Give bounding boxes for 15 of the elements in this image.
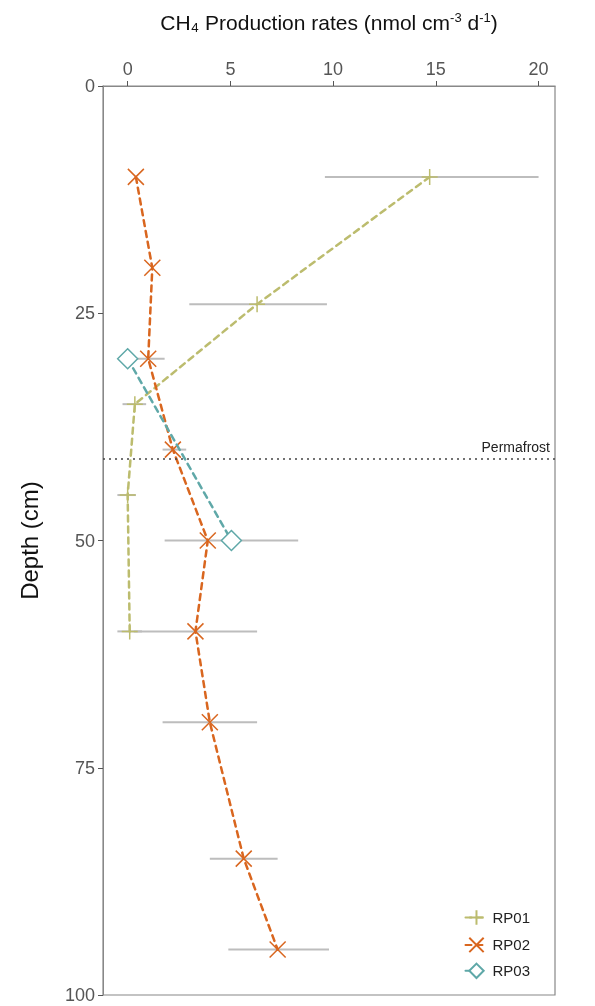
- legend-label: RP01: [492, 909, 531, 926]
- x-tick-label: 5: [225, 59, 236, 79]
- x-tick-label: 20: [528, 59, 549, 79]
- y-tick-label: 0: [84, 76, 95, 96]
- legend-label: RP02: [492, 936, 531, 954]
- y-tick-label: 100: [64, 985, 95, 1005]
- y-tick-label: 25: [74, 303, 95, 324]
- y-tick-label: 75: [74, 757, 95, 778]
- y-axis-title: Depth (cm): [15, 481, 43, 600]
- legend-label: RP03: [492, 962, 531, 980]
- x-tick-label: 0: [122, 59, 133, 79]
- y-tick-label: 50: [74, 530, 95, 551]
- x-tick-label: 15: [425, 59, 446, 79]
- x-tick-label: 10: [323, 59, 344, 79]
- ref-line-label: Permafrost: [481, 438, 551, 455]
